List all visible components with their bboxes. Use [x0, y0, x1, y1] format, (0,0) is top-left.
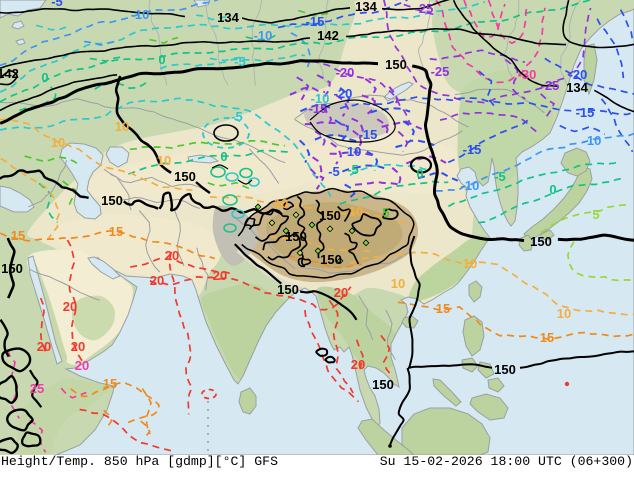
svg-text:25: 25: [30, 381, 44, 396]
svg-text:-15: -15: [309, 101, 328, 116]
svg-text:20: 20: [213, 268, 227, 283]
svg-text:150: 150: [372, 377, 394, 392]
svg-text:0: 0: [220, 149, 227, 164]
svg-text:-20: -20: [334, 86, 353, 101]
svg-text:150: 150: [530, 234, 552, 249]
svg-text:10: 10: [157, 153, 171, 168]
svg-text:0: 0: [158, 52, 165, 67]
svg-text:150: 150: [1, 261, 23, 276]
svg-text:20: 20: [351, 357, 365, 372]
svg-text:150: 150: [494, 362, 516, 377]
svg-text:15: 15: [436, 301, 450, 316]
svg-text:-10: -10: [583, 133, 602, 148]
svg-text:-5: -5: [347, 162, 359, 177]
svg-text:-15: -15: [306, 14, 325, 29]
svg-text:150: 150: [174, 169, 196, 184]
svg-text:-10: -10: [343, 144, 362, 159]
svg-text:0: 0: [549, 182, 556, 197]
svg-text:-25: -25: [415, 1, 434, 16]
svg-text:-5: -5: [51, 0, 63, 9]
svg-text:10: 10: [51, 135, 65, 150]
svg-text:-5: -5: [234, 54, 246, 69]
svg-text:-15: -15: [576, 105, 595, 120]
svg-text:20: 20: [165, 248, 179, 263]
svg-text:134: 134: [355, 0, 377, 14]
svg-text:-5: -5: [231, 109, 243, 124]
svg-text:15: 15: [540, 330, 554, 345]
svg-text:-20: -20: [336, 65, 355, 80]
svg-text:-25: -25: [541, 78, 560, 93]
svg-text:10: 10: [391, 276, 405, 291]
svg-text:150: 150: [277, 282, 299, 297]
svg-text:-10: -10: [131, 7, 150, 22]
svg-text:0: 0: [41, 70, 48, 85]
svg-text:-10: -10: [254, 28, 273, 43]
svg-text:134: 134: [566, 80, 588, 95]
svg-text:-30: -30: [518, 67, 537, 82]
svg-text:-15: -15: [359, 127, 378, 142]
svg-text:0: 0: [416, 166, 423, 181]
svg-text:5: 5: [382, 205, 389, 220]
svg-text:10: 10: [274, 196, 288, 211]
svg-text:-5: -5: [494, 169, 506, 184]
svg-text:20: 20: [63, 299, 77, 314]
svg-text:150: 150: [285, 229, 307, 244]
svg-text:20: 20: [71, 339, 85, 354]
svg-text:15: 15: [11, 228, 25, 243]
svg-text:142: 142: [317, 28, 339, 43]
svg-text:20: 20: [75, 358, 89, 373]
svg-text:-5: -5: [328, 164, 340, 179]
svg-text:15: 15: [109, 224, 123, 239]
svg-text:-20: -20: [569, 67, 588, 82]
svg-text:-10: -10: [461, 178, 480, 193]
svg-text:20: 20: [334, 285, 348, 300]
svg-text:20: 20: [150, 273, 164, 288]
svg-text:10: 10: [463, 256, 477, 271]
svg-text:10: 10: [557, 306, 571, 321]
svg-text:150: 150: [385, 57, 407, 72]
svg-text:10: 10: [115, 119, 129, 134]
svg-text:20: 20: [37, 339, 51, 354]
svg-text:10: 10: [349, 204, 363, 219]
svg-text:5: 5: [592, 207, 599, 222]
svg-text:150: 150: [319, 208, 341, 223]
svg-text:142: 142: [0, 66, 19, 81]
svg-text:150: 150: [320, 252, 342, 267]
svg-text:-10: -10: [311, 91, 330, 106]
svg-text:-15: -15: [463, 142, 482, 157]
svg-text:15: 15: [103, 376, 117, 391]
svg-text:150: 150: [101, 193, 123, 208]
svg-text:-25: -25: [431, 64, 450, 79]
svg-text:134: 134: [217, 10, 239, 25]
